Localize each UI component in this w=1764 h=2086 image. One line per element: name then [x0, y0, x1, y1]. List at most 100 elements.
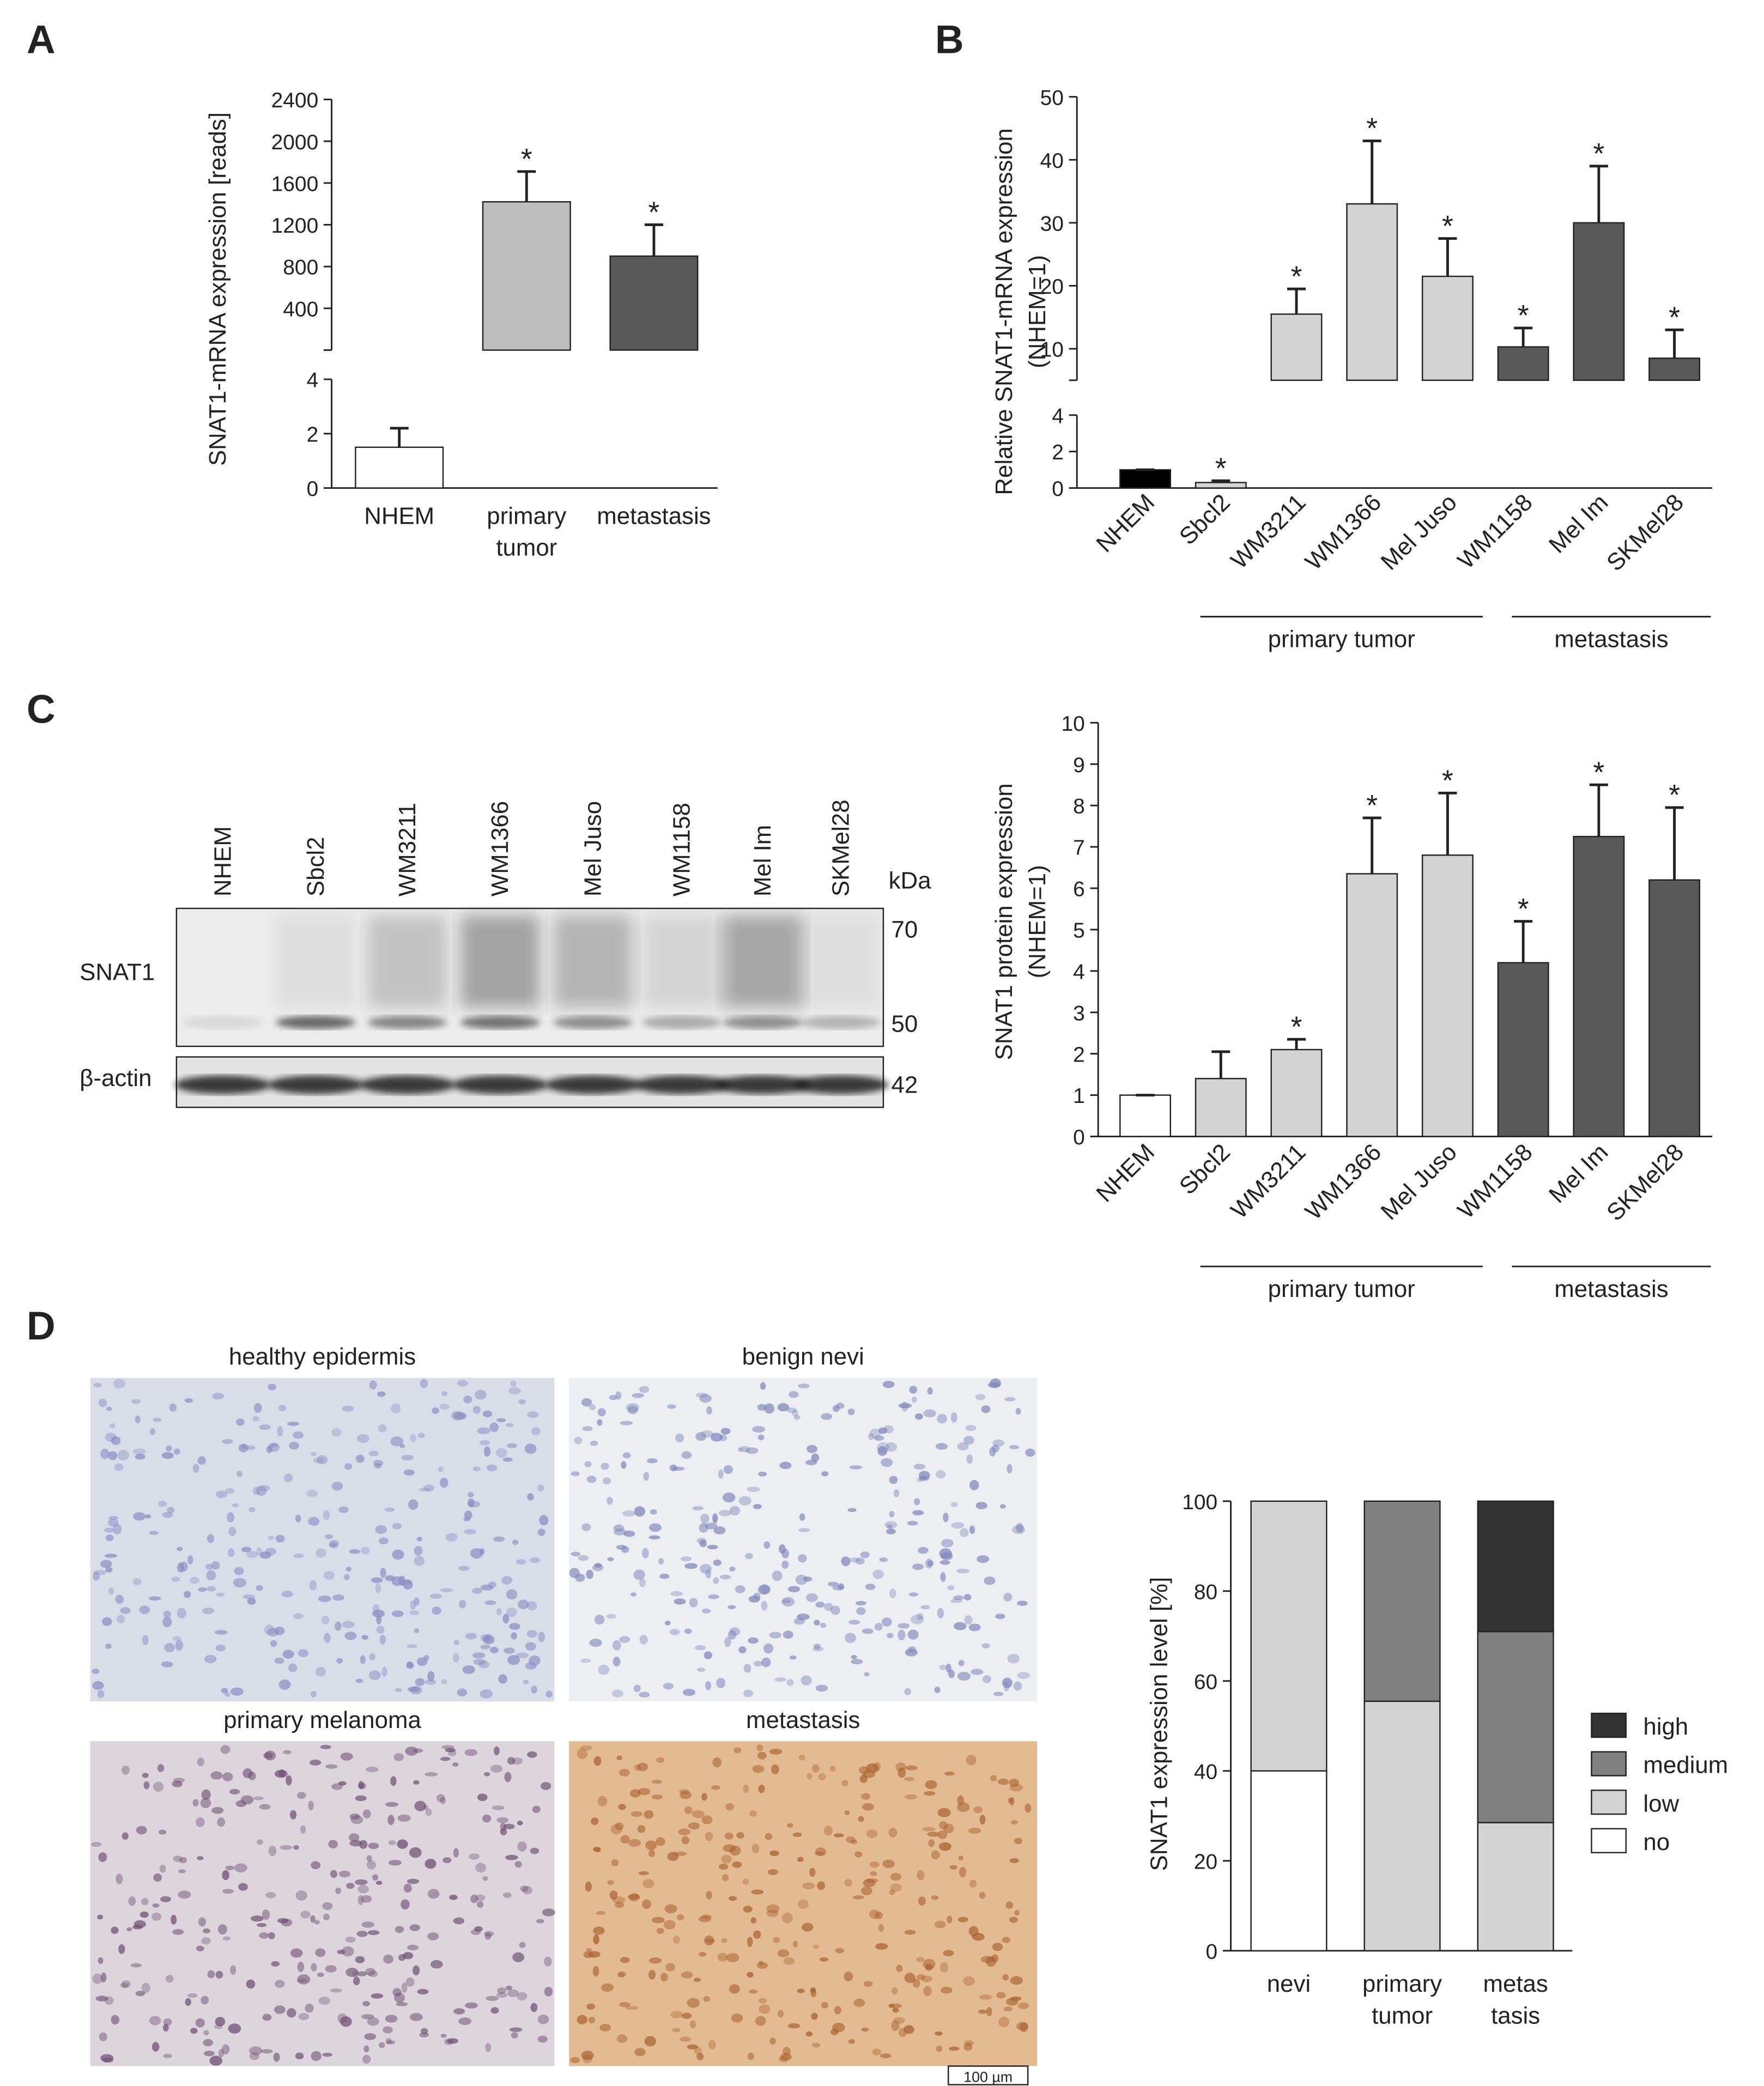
cell-nucleus: [345, 1967, 359, 1977]
cell-nucleus: [221, 1688, 228, 1694]
cell-nucleus: [904, 2025, 914, 2034]
x-tick-label-line: nevi: [1267, 1970, 1311, 1997]
cell-nucleus: [925, 1780, 937, 1790]
cell-nucleus: [153, 1781, 164, 1792]
cell-nucleus: [321, 1615, 330, 1625]
significance-mark: *: [521, 143, 532, 175]
cell-nucleus: [505, 1854, 518, 1860]
cell-nucleus: [202, 1608, 215, 1615]
cell-nucleus: [117, 1615, 125, 1624]
cell-nucleus: [209, 2055, 223, 2066]
cell-nucleus: [907, 1629, 919, 1640]
cell-nucleus: [293, 1613, 304, 1619]
cell-nucleus: [178, 1890, 191, 1899]
cell-nucleus: [869, 1861, 880, 1868]
cell-nucleus: [160, 1896, 171, 1902]
cell-nucleus: [399, 1444, 405, 1448]
cell-nucleus: [824, 1603, 833, 1611]
cell-nucleus: [819, 1957, 829, 1962]
cell-nucleus: [323, 1571, 335, 1580]
cell-nucleus: [610, 1824, 623, 1835]
cell-nucleus: [331, 1783, 343, 1790]
cell-nucleus: [283, 1750, 292, 1755]
cell-nucleus: [256, 1923, 267, 1927]
cell-nucleus: [844, 1971, 853, 1981]
cell-nucleus: [468, 1853, 480, 1860]
cell-nucleus: [755, 2016, 766, 2026]
significance-mark: *: [1669, 301, 1680, 333]
cell-nucleus: [252, 1416, 259, 1422]
cell-nucleus: [543, 1956, 552, 1967]
cell-nucleus: [479, 1440, 490, 1446]
cell-nucleus: [472, 1587, 482, 1594]
cell-nucleus: [890, 1872, 902, 1881]
cell-nucleus: [642, 1879, 654, 1889]
cell-nucleus: [531, 1685, 537, 1694]
cell-nucleus: [633, 1684, 641, 1693]
panel-label: B: [935, 17, 964, 62]
cell-nucleus: [975, 1394, 986, 1400]
cell-nucleus: [601, 1463, 609, 1470]
cell-nucleus: [1010, 1820, 1018, 1825]
cell-nucleus: [571, 1471, 580, 1476]
cell-nucleus: [215, 1970, 223, 1979]
blot-band: [359, 1075, 455, 1094]
cell-nucleus: [969, 1479, 979, 1490]
cell-nucleus: [161, 1661, 173, 1667]
cell-nucleus: [295, 1514, 301, 1523]
y-tick-label: 0: [1073, 1126, 1085, 1149]
cell-nucleus: [666, 1404, 676, 1409]
cell-nucleus: [330, 1988, 343, 1993]
cell-nucleus: [356, 1454, 365, 1463]
cell-nucleus: [687, 1998, 700, 2008]
cell-nucleus: [172, 1636, 181, 1641]
cell-nucleus: [179, 1561, 188, 1572]
cell-nucleus: [918, 1547, 929, 1554]
cell-nucleus: [885, 1442, 898, 1452]
cell-nucleus: [395, 1926, 404, 1933]
cell-nucleus: [300, 1825, 306, 1834]
cell-nucleus: [847, 1508, 857, 1512]
cell-nucleus: [506, 1607, 517, 1617]
x-tick-label: SKMel28: [1602, 489, 1689, 576]
x-tick-label: WM1366: [1300, 1139, 1387, 1226]
cell-nucleus: [938, 1842, 951, 1851]
cell-nucleus: [486, 1464, 498, 1471]
cell-nucleus: [916, 1957, 925, 1962]
cell-nucleus: [230, 1965, 237, 1975]
cell-nucleus: [886, 1528, 896, 1535]
cell-nucleus: [774, 1677, 786, 1682]
cell-nucleus: [362, 2001, 371, 2006]
cell-nucleus: [92, 1681, 104, 1690]
y-tick-label: 1200: [271, 214, 319, 238]
cell-nucleus: [232, 1503, 239, 1508]
cell-nucleus: [866, 1829, 878, 1838]
cell-nucleus: [344, 1463, 353, 1470]
y-tick-label: 0: [1206, 1940, 1218, 1963]
cell-nucleus: [464, 1529, 476, 1535]
cell-nucleus: [453, 1917, 465, 1925]
cell-nucleus: [142, 1635, 149, 1645]
cell-nucleus: [474, 1926, 483, 1932]
cell-nucleus: [786, 1679, 794, 1687]
x-tick-label: NHEM: [1091, 1139, 1160, 1208]
cell-nucleus: [527, 1751, 537, 1758]
cell-nucleus: [482, 1814, 492, 1823]
cell-nucleus: [638, 1788, 651, 1796]
cell-nucleus: [101, 1972, 107, 1983]
cell-nucleus: [612, 1640, 621, 1651]
cell-nucleus: [401, 1982, 408, 1993]
cell-nucleus: [698, 1952, 707, 1957]
cell-nucleus: [622, 1510, 636, 1517]
cell-nucleus: [256, 1485, 267, 1496]
cell-nucleus: [464, 1749, 478, 1756]
cell-nucleus: [315, 1948, 326, 1957]
y-tick-label: 2: [1073, 1043, 1085, 1066]
cell-nucleus: [392, 1549, 404, 1560]
cell-nucleus: [459, 1599, 466, 1609]
cell-nucleus: [345, 1937, 356, 1943]
cell-nucleus: [236, 1418, 245, 1426]
blot-band: [460, 1016, 540, 1029]
cell-nucleus: [287, 1422, 299, 1426]
cell-nucleus: [642, 1899, 651, 1909]
